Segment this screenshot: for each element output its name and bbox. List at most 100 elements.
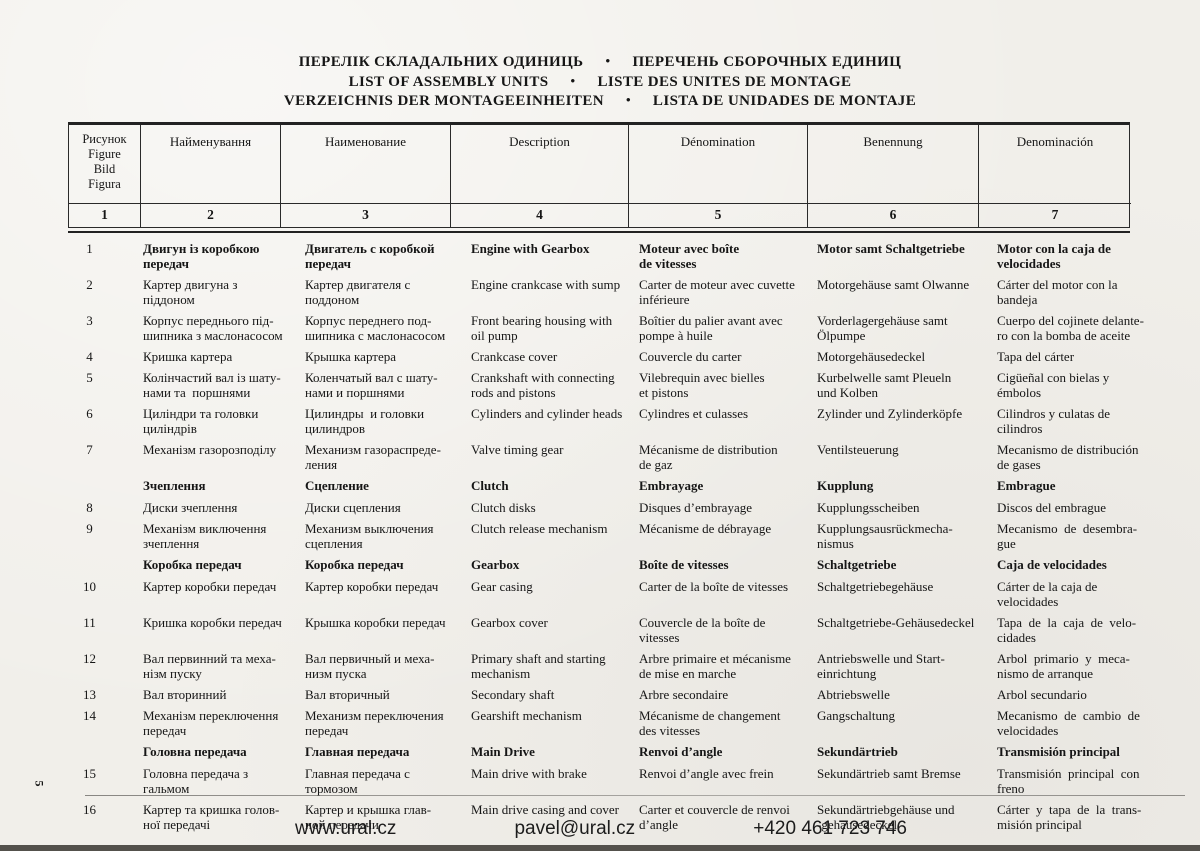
- cell-figure-number: 7: [86, 442, 93, 457]
- cell-spanish: Cárter y tapa de la trans- misión princi…: [997, 802, 1142, 832]
- website-link[interactable]: www.ural.cz: [295, 818, 397, 839]
- cell-french: Embrayage: [639, 478, 704, 493]
- cell-figure-number: 9: [86, 521, 93, 536]
- cell-figure-number: 3: [86, 313, 93, 328]
- cell-french: Couvercle de la boîte de vitesses: [639, 615, 766, 645]
- title-line-de-es: VERZEICHNIS DER MONTAGEEINHEITEN • LISTA D…: [0, 91, 1200, 111]
- cell-russian: Сцепление: [305, 478, 369, 493]
- cell-english: Front bearing housing with oil pump: [471, 313, 613, 343]
- cell-german: Motorgehäusedeckel: [817, 349, 926, 364]
- cell-french: Mécanisme de distribution de gaz: [639, 442, 778, 472]
- phone-number[interactable]: +420 461 723 746: [753, 818, 907, 839]
- cell-german: Schaltgetriebe: [817, 557, 897, 572]
- header-ukrainian: Найменування: [140, 125, 280, 204]
- header-figure: Рисунок Figure Bild Figura: [69, 125, 140, 204]
- cell-german: Ventilsteuerung: [817, 442, 899, 457]
- cell-russian: Механизм газораспреде- ления: [305, 442, 441, 472]
- cell-german: Kupplungsscheiben: [817, 500, 920, 515]
- header-russian: Наименование: [280, 125, 450, 204]
- cell-english: Gearbox: [471, 557, 520, 572]
- cell-english: Clutch disks: [471, 500, 536, 515]
- table-row: 16 Картер та кришка голов- ної передачі …: [68, 800, 1142, 832]
- email-link[interactable]: pavel@ural.cz: [514, 818, 636, 839]
- cell-russian: Коленчатый вал с шату- нами и поршнями: [305, 370, 438, 400]
- cell-ukrainian: Головна передача з гальмом: [143, 766, 249, 796]
- table-row: 1 Двигун із коробкою передач Двигатель с…: [68, 239, 1130, 271]
- cell-french: Moteur avec boîte de vitesses: [639, 241, 740, 271]
- cell-ukrainian: Головна передача: [143, 744, 247, 759]
- table-row: 13 Вал вторинний Вал вторичный Secondary…: [68, 685, 1130, 702]
- table-row: 10 Картер коробки передач Картер коробки…: [68, 577, 1130, 609]
- cell-figure-number: [68, 742, 139, 759]
- cell-german: Kupplung: [817, 478, 874, 493]
- cell-english: Engine with Gearbox: [471, 241, 590, 256]
- cell-figure-number: 4: [86, 349, 93, 364]
- table-row: 4 Кришка картера Крышка картера Crankcas…: [68, 347, 1130, 364]
- bullet-icon: •: [570, 72, 576, 88]
- footer-contact: www.ural.cz pavel@ural.cz +420 461 723 7…: [295, 818, 907, 840]
- cell-german: Abtriebswelle: [817, 687, 890, 702]
- page-number: 5: [32, 780, 47, 787]
- document-title: ПЕРЕЛІК СКЛАДАЛЬНИХ ОДИНИЦЬ • ПЕРЕЧЕНЬ СБО…: [0, 52, 1200, 111]
- assembly-units-table: Рисунок Figure Bild Figura Найменування …: [68, 122, 1144, 836]
- cell-russian: Цилиндры и головки цилиндров: [305, 406, 425, 436]
- table-row: 12 Вал первинний та меха- нізм пуску Вал…: [68, 649, 1130, 681]
- table-row: 11 Кришка коробки передач Крышка коробки…: [68, 613, 1137, 645]
- cell-english: Clutch: [471, 478, 509, 493]
- cell-ukrainian: Колінчастий вал із шату- нами та поршням…: [143, 370, 281, 400]
- cell-spanish: Cárter de la caja de velocidades: [997, 579, 1098, 609]
- table-row: Зчеплення Сцепление Clutch Embrayage Kup…: [68, 476, 1130, 493]
- cell-english: Crankshaft with connecting rods and pist…: [471, 370, 615, 400]
- column-number: 3: [280, 204, 450, 227]
- table-row: 3 Корпус переднього під- шипника з масло…: [68, 311, 1144, 343]
- cell-ukrainian: Вал вторинний: [143, 687, 227, 702]
- cell-french: Boîte de vitesses: [639, 557, 729, 572]
- cell-ukrainian: Механізм виключення зчеплення: [143, 521, 267, 551]
- cell-russian: Корпус переднего под- шипника с маслонас…: [305, 313, 446, 343]
- header-german: Benennung: [807, 125, 978, 204]
- cell-german: Antriebswelle und Start- einrichtung: [817, 651, 945, 681]
- column-number: 6: [807, 204, 978, 227]
- cell-french: Vilebrequin avec bielles et pistons: [639, 370, 765, 400]
- cell-french: Boîtier du palier avant avec pompe à hui…: [639, 313, 783, 343]
- table-row: 14 Механізм переключення передач Механиз…: [68, 706, 1140, 738]
- table-row: 8 Диски зчеплення Диски сцепления Clutch…: [68, 498, 1130, 515]
- cell-ukrainian: Зчеплення: [143, 478, 206, 493]
- cell-ukrainian: Картер двигуна з піддоном: [143, 277, 238, 307]
- cell-french: Disques d’embrayage: [639, 500, 752, 515]
- cell-ukrainian: Механізм газорозподілу: [143, 442, 277, 457]
- cell-spanish: Embrague: [997, 478, 1056, 493]
- title-line-uk-ru: ПЕРЕЛІК СКЛАДАЛЬНИХ ОДИНИЦЬ • ПЕРЕЧЕНЬ СБО…: [0, 52, 1200, 72]
- cell-french: Carter de moteur avec cuvette inférieure: [639, 277, 795, 307]
- cell-german: Kurbelwelle samt Pleueln und Kolben: [817, 370, 952, 400]
- cell-french: Arbre secondaire: [639, 687, 729, 702]
- header-divider: [68, 230, 1130, 233]
- cell-english: Valve timing gear: [471, 442, 564, 457]
- cell-spanish: Cárter del motor con la bandeja: [997, 277, 1118, 307]
- cell-english: Gearbox cover: [471, 615, 548, 630]
- cell-english: Engine crankcase with sump: [471, 277, 621, 292]
- cell-german: Motorgehäuse samt Olwanne: [817, 277, 970, 292]
- table-row: 15 Головна передача з гальмом Главная пе…: [68, 764, 1140, 796]
- title-line-en-fr: LIST OF ASSEMBLY UNITS • LISTE DES UNITES …: [0, 72, 1200, 92]
- cell-figure-number: 12: [83, 651, 96, 666]
- cell-french: Cylindres et culasses: [639, 406, 749, 421]
- cell-spanish: Tapa de la caja de velo- cidades: [997, 615, 1137, 645]
- cell-figure-number: [68, 555, 139, 572]
- cell-russian: Коробка передач: [305, 557, 404, 572]
- table-row: 2 Картер двигуна з піддоном Картер двига…: [68, 275, 1130, 307]
- cell-figure-number: 14: [83, 708, 96, 723]
- cell-german: Sekundärtrieb samt Bremse: [817, 766, 961, 781]
- cell-ukrainian: Картер та кришка голов- ної передачі: [143, 802, 280, 832]
- title-fr: LISTE DES UNITES DE MONTAGE: [597, 73, 852, 90]
- bullet-icon: •: [605, 53, 611, 68]
- cell-spanish: Transmisión principal con freno: [997, 766, 1140, 796]
- cell-russian: Механизм переключения передач: [305, 708, 444, 738]
- cell-spanish: Caja de velocidades: [997, 557, 1107, 572]
- table-row: Коробка передач Коробка передач Gearbox …: [68, 555, 1130, 572]
- bullet-icon: •: [625, 92, 631, 107]
- cell-french: Renvoi d’angle avec frein: [639, 766, 774, 781]
- table-row: 7 Механізм газорозподілу Механизм газора…: [68, 440, 1138, 472]
- cell-french: Couvercle du carter: [639, 349, 742, 364]
